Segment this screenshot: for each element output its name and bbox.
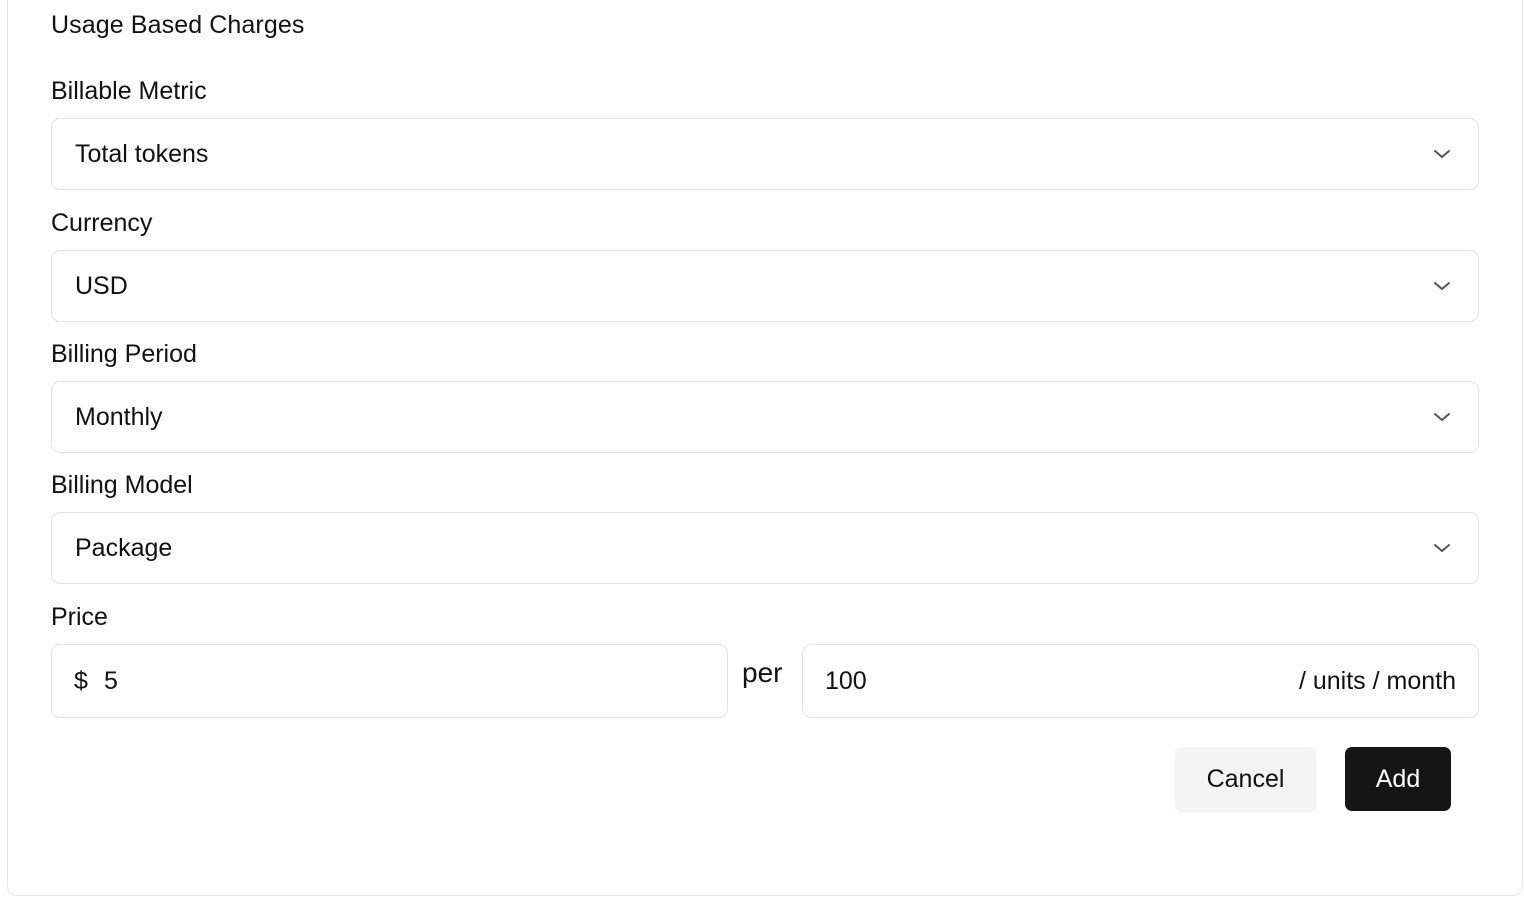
chevron-down-icon [1432,278,1452,294]
billable-metric-select[interactable]: Total tokens [51,118,1479,190]
price-amount-input[interactable] [104,645,704,717]
units-suffix: / units / month [1299,645,1456,717]
billing-period-select[interactable]: Monthly [51,381,1479,453]
currency-symbol: $ [74,645,88,717]
cancel-button[interactable]: Cancel [1175,747,1316,811]
billing-period-value: Monthly [75,382,163,452]
chevron-down-icon [1432,146,1452,162]
billable-metric-label: Billable Metric [51,76,207,106]
currency-select[interactable]: USD [51,250,1479,322]
per-label: per [742,656,782,690]
billing-model-select[interactable]: Package [51,512,1479,584]
add-button[interactable]: Add [1345,747,1451,811]
billing-model-label: Billing Model [51,470,193,500]
price-label: Price [51,602,108,632]
currency-value: USD [75,251,128,321]
currency-label: Currency [51,208,152,238]
package-units-field[interactable]: / units / month [802,644,1479,718]
billable-metric-value: Total tokens [75,119,208,189]
chevron-down-icon [1432,409,1452,425]
section-title: Usage Based Charges [51,10,304,40]
billing-model-value: Package [75,513,172,583]
package-units-input[interactable] [825,645,1265,717]
chevron-down-icon [1432,540,1452,556]
price-amount-field[interactable]: $ [51,644,728,718]
billing-period-label: Billing Period [51,339,197,369]
